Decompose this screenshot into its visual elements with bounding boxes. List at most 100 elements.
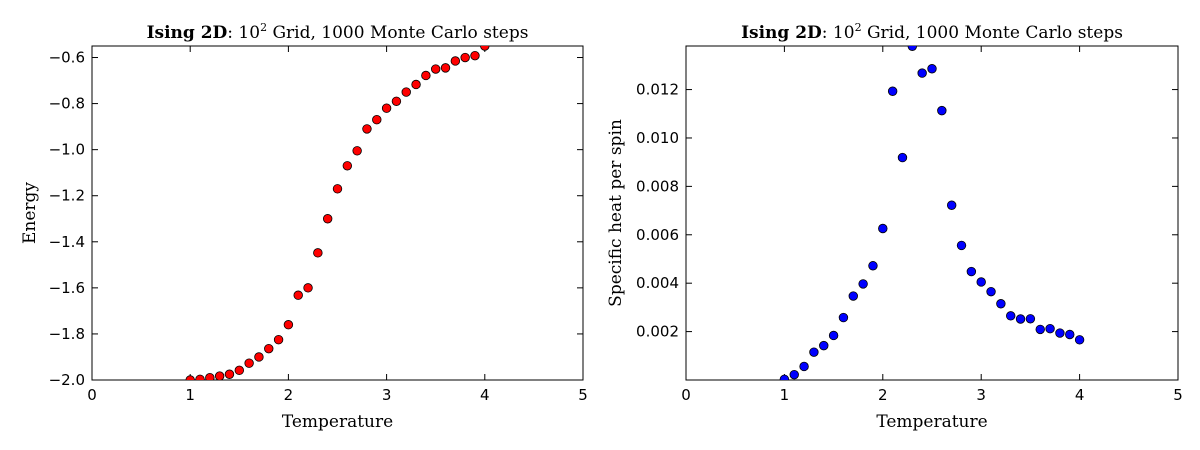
data-point [470,50,480,61]
data-point [372,115,382,125]
y-tick-label: 0.006 [636,226,679,244]
y-tick-label: −1.6 [49,279,85,297]
data-point [956,240,967,251]
data-point [342,161,353,171]
data-point [1055,328,1065,338]
data-point [411,79,421,90]
data-point [907,46,918,51]
x-tick-label: 5 [578,386,588,404]
data-point [868,261,878,271]
x-tick-label: 2 [284,386,294,404]
data-point [887,86,898,96]
energy-chart: Ising 2D: 102 Grid, 1000 Monte Carlo ste… [20,21,588,432]
data-point [293,290,303,300]
y-tick-label: −1.4 [49,233,85,251]
x-tick-label: 0 [681,386,691,404]
data-point [848,291,858,301]
data-point [224,369,235,379]
y-axis-label: Energy [20,182,40,244]
data-point [1045,323,1055,334]
data-point [264,343,274,354]
y-tick-label: −1.0 [49,141,85,159]
y-tick-label: 0.008 [636,177,679,195]
plot-area: 0 1 2 3 4 5 −2.0 −1.8 −1.6 −1.4 −1.2 −1.0 −0.8 −0.6 [49,45,588,404]
data-point [976,277,986,287]
plot-frame [91,45,584,381]
data-point [1074,335,1085,345]
y-tick-label: −2.0 [49,371,85,389]
title-bold-part: Ising 2D [147,23,228,43]
data-point [401,87,411,97]
data-point [828,330,839,341]
data-point [460,52,470,63]
data-point [986,286,996,297]
data-point [1015,314,1026,324]
title-exponent: 2 [260,21,267,34]
x-tick-label: 5 [1173,386,1183,404]
y-tick-label: −0.8 [49,95,85,113]
data-point [946,200,957,210]
y-axis-label: Specific heat per spin [606,119,626,307]
data-point [809,347,819,357]
data-point [431,64,441,74]
x-tick-label: 4 [480,386,490,404]
title-rest: Grid, 1000 Monte Carlo steps [267,23,528,43]
y-tick-label: −1.8 [49,325,85,343]
data-point [352,146,362,156]
x-tick-label: 3 [382,386,392,404]
data-point [878,223,888,234]
plot-area: 0 1 2 3 4 5 0.002 0.004 0.006 0.008 0.010 0.012 [636,45,1183,404]
data-point [283,320,294,330]
data-point [858,279,868,289]
y-tick-label: 0.004 [636,274,679,292]
data-point [244,358,254,368]
data-point [996,299,1006,309]
data-point [1025,314,1036,324]
data-point [332,184,343,194]
x-tick-label: 4 [1075,386,1085,404]
data-point [362,124,372,134]
data-point [480,46,490,51]
data-point [391,96,402,106]
data-point [819,340,829,351]
data-point [1006,311,1016,321]
data-point [195,374,205,380]
data-point [440,63,451,73]
data-points [185,46,490,380]
title-base: 10 [238,23,260,43]
data-point [381,103,392,113]
data-point [927,64,937,74]
title-rest: Grid, 1000 Monte Carlo steps [862,23,1123,43]
data-point [234,365,245,376]
data-point [779,374,790,380]
y-tick-label: 0.012 [636,81,679,99]
title-base: 10 [833,23,855,43]
x-tick-label: 1 [185,386,195,404]
data-point [205,372,215,380]
plot-frame [685,45,1179,381]
data-point [966,266,977,277]
x-axis-label: Temperature [876,412,987,432]
chart-title: Ising 2D: 102 Grid, 1000 Monte Carlo ste… [741,21,1123,43]
data-point [303,283,313,293]
x-tick-label: 0 [87,386,97,404]
data-point [214,371,225,380]
data-point [1035,324,1045,335]
specific-heat-chart: Ising 2D: 102 Grid, 1000 Monte Carlo ste… [606,21,1183,432]
y-tick-label: −1.2 [49,187,85,205]
data-point [838,312,849,323]
data-point [789,369,799,380]
data-point [254,352,264,362]
data-points [779,46,1085,380]
x-tick-label: 2 [878,386,888,404]
data-point [897,152,908,163]
y-tick-label: −0.6 [49,49,85,67]
x-tick-label: 3 [976,386,986,404]
title-separator: : [227,23,238,43]
data-point [450,56,461,66]
data-point [273,334,284,345]
data-point [1065,329,1075,340]
data-point [322,214,333,224]
